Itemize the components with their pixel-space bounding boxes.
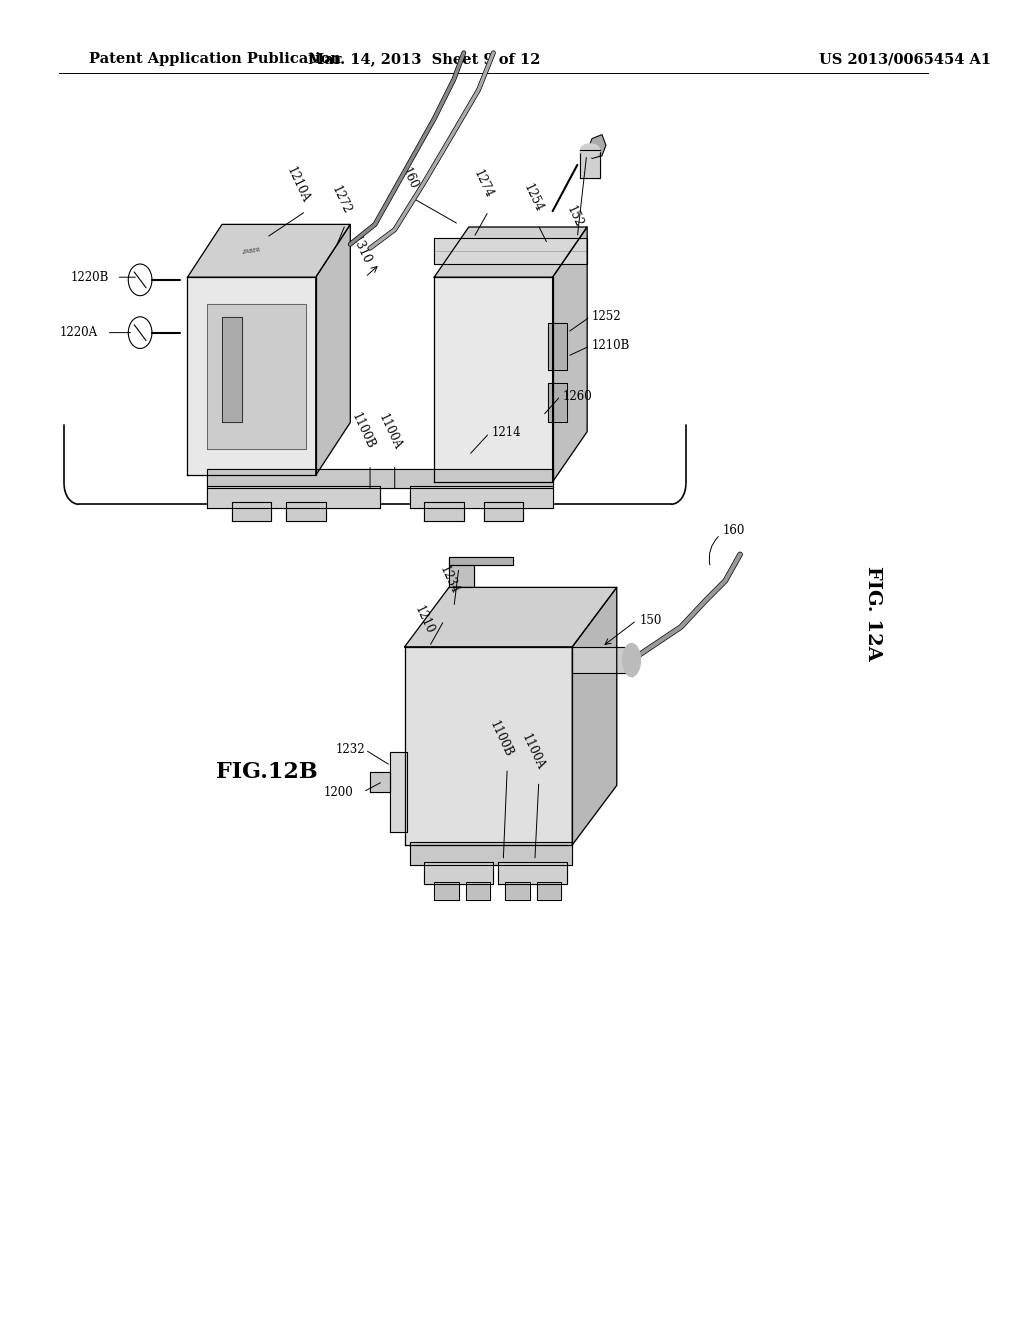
Text: 1100A: 1100A [376,412,403,451]
Polygon shape [434,882,459,900]
Text: 1100B: 1100B [487,718,515,759]
Polygon shape [410,486,553,508]
Text: 1210A: 1210A [284,165,312,205]
Text: 1210B: 1210B [592,339,631,352]
Polygon shape [553,227,587,482]
Polygon shape [587,135,606,158]
Text: US 2013/0065454 A1: US 2013/0065454 A1 [819,53,991,66]
Polygon shape [390,752,407,832]
Polygon shape [424,862,494,884]
Polygon shape [548,383,567,422]
Text: Patent Application Publication: Patent Application Publication [89,53,341,66]
Text: 1310: 1310 [349,234,374,267]
Polygon shape [286,502,326,521]
Polygon shape [315,224,350,475]
Polygon shape [207,469,553,488]
Polygon shape [572,647,632,673]
Polygon shape [449,557,513,565]
Text: 1254: 1254 [520,181,545,214]
Text: 1272: 1272 [330,183,353,216]
Polygon shape [449,565,474,587]
Text: 1214: 1214 [492,426,521,440]
Polygon shape [207,486,380,508]
Text: 1100B: 1100B [349,411,377,451]
Text: 160: 160 [722,524,744,537]
Polygon shape [499,862,567,884]
Text: 1220B: 1220B [71,271,110,284]
Polygon shape [434,238,587,264]
Text: 1210: 1210 [413,603,436,636]
Polygon shape [424,502,464,521]
Polygon shape [548,323,567,370]
Text: 1260: 1260 [562,389,592,403]
Polygon shape [404,587,616,647]
Polygon shape [404,647,572,845]
Polygon shape [434,277,553,482]
Polygon shape [483,502,523,521]
Ellipse shape [623,644,640,676]
Text: 1232: 1232 [336,743,366,756]
Polygon shape [231,502,271,521]
Polygon shape [572,587,616,845]
Polygon shape [581,152,600,178]
Polygon shape [207,304,306,449]
Text: 1274: 1274 [471,168,496,201]
Text: FIG.12B: FIG.12B [216,762,317,783]
Text: 1252: 1252 [592,310,622,323]
Polygon shape [466,882,490,900]
Text: FIG. 12A: FIG. 12A [864,566,883,661]
Text: 1234: 1234 [437,564,461,597]
Text: 160: 160 [399,165,420,191]
Polygon shape [410,842,572,865]
Polygon shape [187,224,350,277]
Polygon shape [187,277,315,475]
Text: Mar. 14, 2013  Sheet 9 of 12: Mar. 14, 2013 Sheet 9 of 12 [308,53,541,66]
Text: 150: 150 [639,614,662,627]
Text: 1100A: 1100A [519,733,547,772]
Ellipse shape [581,144,600,157]
Polygon shape [370,772,390,792]
Polygon shape [434,227,587,277]
Text: ZABER: ZABER [242,247,261,255]
Polygon shape [537,882,561,900]
Text: 1200: 1200 [324,785,353,799]
Polygon shape [505,882,529,900]
Polygon shape [222,317,242,422]
Text: 152: 152 [564,205,585,230]
Text: 1220A: 1220A [59,326,97,339]
